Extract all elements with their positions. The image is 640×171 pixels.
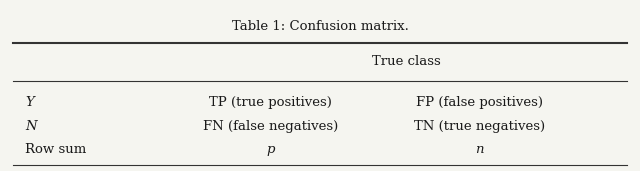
Text: FP (false positives): FP (false positives) [416, 96, 543, 109]
Text: TP (true positives): TP (true positives) [209, 96, 332, 109]
Text: Table 1: Confusion matrix.: Table 1: Confusion matrix. [232, 20, 408, 33]
Text: FN (false negatives): FN (false negatives) [204, 120, 339, 133]
Text: Row sum: Row sum [25, 143, 86, 156]
Text: TN (true negatives): TN (true negatives) [414, 120, 545, 133]
Text: p: p [267, 143, 275, 156]
Text: True class: True class [372, 55, 440, 68]
Text: Y: Y [25, 96, 34, 109]
Text: N: N [25, 120, 36, 133]
Text: n: n [476, 143, 484, 156]
